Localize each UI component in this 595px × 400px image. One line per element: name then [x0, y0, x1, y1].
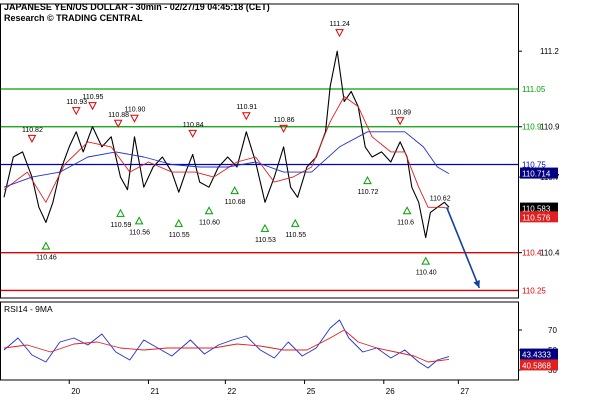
main-panel-frame: [0, 3, 519, 299]
level-label-support: 110.25: [522, 286, 546, 295]
up-triangle-marker: [290, 218, 300, 227]
down-triangle-marker: [279, 124, 288, 133]
rsi-last-value-tag-ma_fast: [520, 359, 558, 371]
y-tick-label: 110.9: [540, 123, 560, 132]
last-value-label-ma_slow: 110.714: [522, 170, 551, 179]
up-triangle-marker: [41, 241, 51, 250]
up-triangle-marker: [116, 208, 125, 217]
rsi-y-tick-label: 30: [548, 366, 557, 375]
y-tick-label: 111.2: [540, 47, 559, 56]
annotation-label: 110.59: [111, 222, 132, 229]
up-triangle-marker: [363, 176, 372, 185]
down-triangle-marker: [71, 107, 81, 116]
series-ma_slow: [3, 131, 450, 188]
annotation-label: 110.89: [390, 109, 411, 116]
annotation-label: 110.55: [169, 232, 190, 239]
last-value-tag-ma_slow: [520, 167, 558, 179]
down-triangle-marker: [241, 112, 251, 121]
last-value-label-price: 110.583: [522, 205, 551, 214]
rsi-panel-title: RSI14 - 9MA: [4, 304, 53, 314]
rsi-last-value-tag-ma_slow: [520, 348, 558, 360]
down-triangle-marker: [113, 119, 123, 128]
x-tick-label: 21: [150, 387, 159, 396]
down-triangle-marker: [27, 134, 37, 143]
annotation-label: 110.46: [36, 255, 57, 262]
rsi-panel-frame: [0, 301, 519, 381]
y-tick-label: 110.4: [540, 249, 560, 258]
level-label-resistance: 110.9: [522, 123, 542, 132]
last-value-tag-price: [520, 202, 558, 214]
annotation-label: 110.68: [225, 199, 246, 206]
x-tick-label: 20: [71, 387, 80, 396]
annotation-label: 110.95: [83, 94, 104, 101]
down-triangle-marker: [130, 114, 139, 123]
series-price: [3, 50, 450, 239]
annotation-label: 110.6: [397, 219, 414, 226]
annotation-label: 110.90: [124, 107, 145, 114]
annotation-label: 110.93: [66, 99, 87, 106]
x-tick-label: 26: [386, 387, 395, 396]
chart-title: JAPANESE YEN/US DOLLAR - 30min - 02/27/1…: [4, 2, 270, 12]
forecast-arrow-shaft: [445, 207, 481, 289]
x-tick-label: 25: [307, 387, 316, 396]
annotation-label: 110.53: [255, 237, 276, 244]
up-triangle-marker: [134, 216, 144, 225]
annotation-label: 110.84: [183, 122, 204, 129]
up-triangle-marker: [421, 256, 431, 265]
x-tick-label: 27: [460, 387, 469, 396]
annotation-label: 110.72: [357, 189, 378, 196]
up-triangle-marker: [174, 218, 184, 227]
rsi-last-value-label-ma_slow: 43.4333: [522, 351, 551, 360]
annotation-label: 110.55: [285, 232, 306, 239]
x-tick-label: 22: [227, 387, 236, 396]
annotation-label: 110.60: [199, 219, 220, 226]
series-ma_fast: [3, 96, 450, 209]
down-triangle-marker: [188, 129, 198, 138]
annotation-label: 110.56: [129, 229, 150, 236]
rsi-series-rsi: [3, 319, 450, 369]
down-triangle-marker: [335, 29, 344, 38]
annotation-label: 110.86: [274, 117, 295, 124]
level-label-resistance: 111.05: [522, 85, 546, 94]
up-triangle-marker: [230, 186, 240, 195]
rsi-last-value-label-ma_fast: 40.5868: [522, 361, 551, 370]
level-label-support: 110.4: [522, 249, 542, 258]
annotation-label: 110.88: [108, 112, 129, 119]
last-value-label-ma_fast: 110.576: [522, 213, 551, 222]
forecast-arrow-head: [473, 279, 480, 288]
annotation-label: 111.24: [330, 21, 350, 28]
annotation-label: 110.62: [430, 195, 451, 202]
down-triangle-marker: [395, 117, 405, 126]
up-triangle-marker: [260, 223, 270, 232]
rsi-series-rsi_ma: [3, 329, 450, 363]
chart-credit: Research © TRADING CENTRAL: [4, 13, 143, 23]
annotation-label: 110.91: [236, 104, 257, 111]
down-triangle-marker: [88, 102, 97, 111]
level-label-pivot: 110.75: [522, 161, 546, 170]
up-triangle-marker: [402, 206, 412, 215]
up-triangle-marker: [204, 206, 214, 215]
annotation-label: 110.82: [22, 127, 43, 134]
annotation-label: 110.40: [416, 270, 437, 277]
last-value-tag-ma_fast: [520, 211, 558, 223]
rsi-y-tick-label: 70: [548, 326, 557, 335]
